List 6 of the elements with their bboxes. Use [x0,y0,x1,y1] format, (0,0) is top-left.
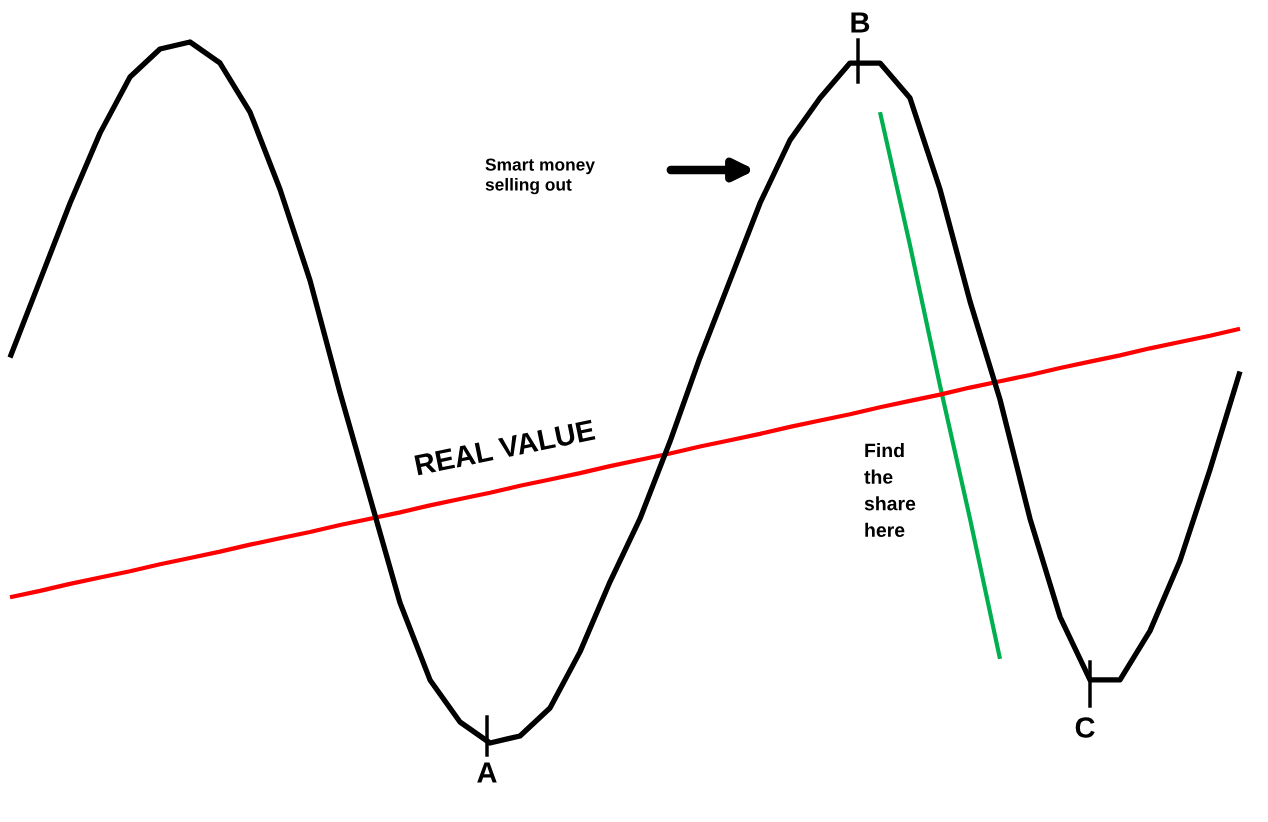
annotation: C [1075,717,1095,738]
annotation: REAL VALUE [414,419,596,476]
annotation: Find the share here [864,443,916,538]
annotation: Smart money selling out [485,158,595,195]
text: B [851,12,870,33]
text: A [477,762,497,783]
